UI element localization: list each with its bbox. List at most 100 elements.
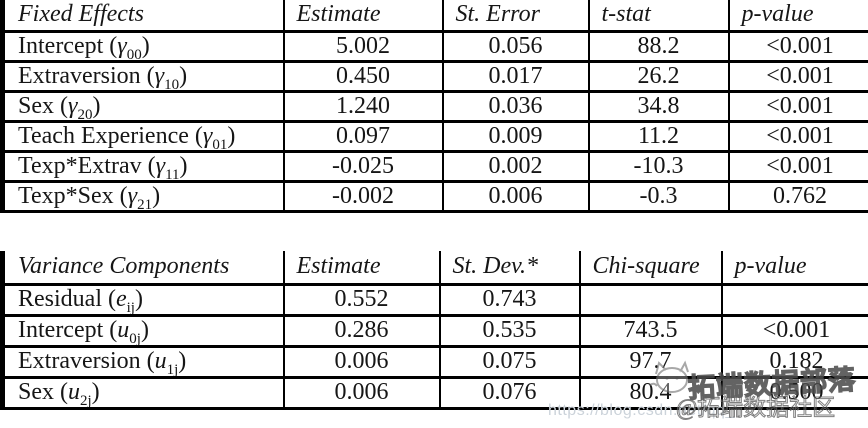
math-symbol: γ (202, 122, 213, 149)
cell-st-error: 0.017 (441, 61, 589, 91)
cell-st-dev: 0.076 (438, 377, 580, 408)
label-text: Extraversion ( (18, 348, 155, 374)
table-row: Extraversion (γ10) 0.450 0.017 26.2 <0.0… (0, 61, 868, 91)
label-close: ) (92, 92, 101, 119)
label-text: Texp*Extrav ( (18, 152, 156, 179)
cell-t-stat: -10.3 (587, 151, 729, 181)
label-close: ) (91, 379, 100, 405)
label-text: Intercept ( (18, 317, 118, 343)
math-subscript: 0j (129, 330, 141, 346)
label-close: ) (178, 348, 187, 374)
cell-estimate: 1.240 (282, 91, 443, 121)
cell-estimate: 0.097 (282, 121, 443, 151)
col-header-t-stat: t-stat (587, 0, 729, 31)
cell-p-value: <0.001 (727, 121, 868, 151)
row-label-texp-sex: Texp*Sex (γ21) (0, 181, 284, 211)
col-header-variance-components: Variance Components (0, 251, 284, 284)
table-row: Texp*Sex (γ21) -0.002 0.006 -0.3 0.762 (0, 181, 868, 211)
cell-p-value: 0.182 (720, 346, 868, 377)
cell-st-dev: 0.075 (438, 346, 580, 377)
col-header-chi-square: Chi-square (578, 251, 722, 284)
label-text: Sex ( (18, 92, 68, 119)
cell-t-stat: 88.2 (587, 31, 729, 61)
math-subscript: 00 (126, 46, 142, 61)
col-header-st-dev: St. Dev.* (438, 251, 580, 284)
table-row: Sex (u2j) 0.006 0.076 80.4 0.500 (0, 377, 868, 408)
label-text: Texp*Sex ( (18, 182, 128, 209)
cell-p-value: <0.001 (720, 315, 868, 346)
cell-estimate: 0.006 (282, 377, 440, 408)
watermark-handle-text: @拓端数据社区 (675, 395, 836, 421)
math-subscript: ij (126, 299, 135, 315)
label-close: ) (179, 152, 188, 179)
cell-st-error: 0.006 (441, 181, 589, 211)
table-row: Residual (eij) 0.552 0.743 (0, 284, 868, 315)
label-close: ) (140, 317, 149, 343)
table-header-row: Variance Components Estimate St. Dev.* C… (0, 251, 868, 284)
cell-p-value: <0.001 (727, 61, 868, 91)
cell-p-value: 0.762 (727, 181, 868, 211)
cell-p-value: <0.001 (727, 151, 868, 181)
math-subscript: 10 (164, 76, 180, 91)
math-subscript: 01 (212, 136, 228, 151)
watermark-cat-logo (649, 360, 689, 393)
cell-chi-square: 80.4 (578, 377, 722, 408)
fixed-effects-table: Fixed Effects Estimate St. Error t-stat … (0, 0, 868, 213)
col-header-estimate: Estimate (282, 0, 443, 31)
cell-estimate: 5.002 (282, 31, 443, 61)
cell-estimate: 0.006 (282, 346, 440, 377)
row-label-texp-extrav: Texp*Extrav (γ11) (0, 151, 284, 181)
math-symbol: u (68, 379, 80, 405)
math-symbol: γ (155, 152, 166, 179)
math-symbol: u (154, 348, 167, 374)
cell-p-value (720, 284, 868, 315)
row-label-sex-variance: Sex (u2j) (0, 377, 284, 408)
table-row: Sex (γ20) 1.240 0.036 34.8 <0.001 (0, 91, 868, 121)
cell-t-stat: -0.3 (587, 181, 729, 211)
label-text: Teach Experience ( (18, 122, 203, 149)
cell-chi-square: 743.5 (578, 315, 722, 346)
cell-estimate: 0.286 (282, 315, 440, 346)
math-symbol: γ (68, 92, 78, 119)
row-label-sex: Sex (γ20) (0, 91, 284, 121)
table-row: Texp*Extrav (γ11) -0.025 0.002 -10.3 <0.… (0, 151, 868, 181)
table-row: Extraversion (u1j) 0.006 0.075 97.7 0.18… (0, 346, 868, 377)
math-subscript: 2j (80, 392, 92, 408)
cell-st-error: 0.036 (441, 91, 589, 121)
cell-estimate: 0.552 (282, 284, 440, 315)
col-header-st-error: St. Error (441, 0, 589, 31)
cell-t-stat: 26.2 (587, 61, 729, 91)
label-text: Extraversion ( (18, 62, 155, 89)
variance-components-table: Variance Components Estimate St. Dev.* C… (0, 251, 868, 410)
cell-t-stat: 11.2 (587, 121, 729, 151)
cell-st-dev: 0.743 (438, 284, 580, 315)
label-text: Residual ( (18, 286, 116, 312)
math-symbol: e (115, 286, 127, 312)
cell-p-value: 0.500 (720, 377, 868, 408)
cell-chi-square (578, 284, 722, 315)
label-close: ) (179, 62, 188, 89)
math-subscript: 21 (137, 196, 153, 211)
label-close: ) (152, 182, 161, 209)
table-header-row: Fixed Effects Estimate St. Error t-stat … (0, 0, 868, 31)
math-symbol: γ (127, 182, 138, 209)
row-label-intercept-variance: Intercept (u0j) (0, 315, 284, 346)
row-label-residual: Residual (eij) (0, 284, 284, 315)
cell-t-stat: 34.8 (587, 91, 729, 121)
math-symbol: u (117, 317, 130, 343)
cell-estimate: -0.002 (282, 181, 443, 211)
col-header-p-value: p-value (727, 0, 868, 31)
table-row: Intercept (γ00) 5.002 0.056 88.2 <0.001 (0, 31, 868, 61)
row-label-extraversion: Extraversion (γ10) (0, 61, 284, 91)
col-header-p-value: p-value (720, 251, 868, 284)
cell-estimate: 0.450 (282, 61, 443, 91)
math-subscript: 20 (77, 106, 93, 121)
row-label-teach-experience: Teach Experience (γ01) (0, 121, 284, 151)
label-close: ) (227, 122, 236, 149)
cell-p-value: <0.001 (727, 31, 868, 61)
cell-st-error: 0.002 (441, 151, 589, 181)
cell-st-error: 0.009 (441, 121, 589, 151)
cell-st-error: 0.056 (441, 31, 589, 61)
cell-chi-square: 97.7 (578, 346, 722, 377)
